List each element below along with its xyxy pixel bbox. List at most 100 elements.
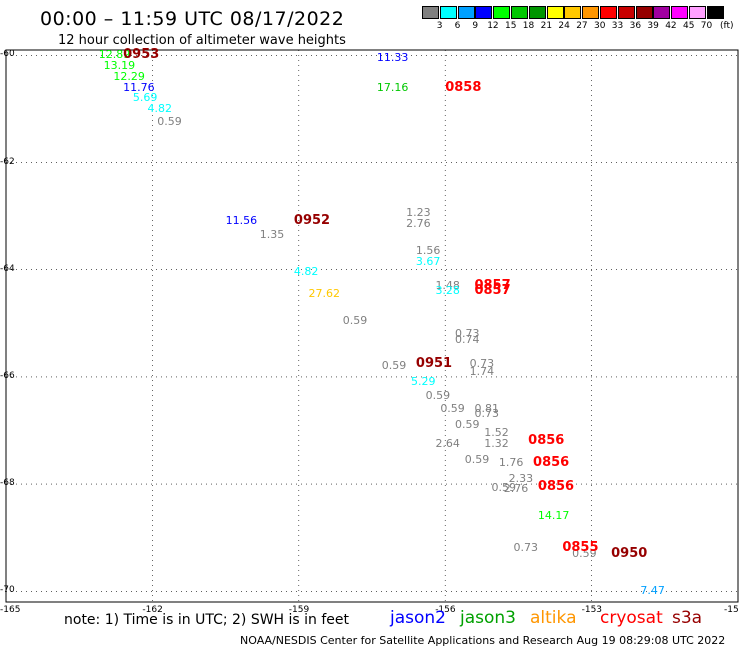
wave-height-label: 5.29 [411, 375, 436, 389]
wave-height-label: 27.62 [308, 286, 341, 300]
lat-tick-label: -64 [0, 263, 15, 274]
legend-swatch [493, 6, 511, 19]
wave-height-label: 0.59 [342, 313, 368, 327]
wave-height-label: 11.33 [376, 51, 409, 65]
wave-height-label: 2.33 [508, 471, 534, 485]
wave-height-label: 2.76 [406, 217, 431, 231]
wave-height-label: 1.74 [469, 364, 495, 378]
pass-time-label: 0953 [123, 47, 160, 63]
lat-tick-label: -70 [0, 585, 15, 596]
legend-label: 21 [540, 21, 553, 31]
credit-line: NOAA/NESDIS Center for Satellite Applica… [240, 634, 726, 647]
lon-tick-label: -156 [435, 605, 456, 615]
wave-height-label: 3.28 [435, 284, 460, 298]
legend-label: 33 [611, 21, 624, 31]
legend-swatch [457, 6, 475, 19]
wave-height-label: 0.59 [440, 402, 465, 416]
legend-label: 39 [647, 21, 659, 31]
plot-frame [5, 49, 739, 603]
wave-height-label: 1.56 [415, 243, 441, 257]
wave-height-label: 13.19 [103, 59, 136, 73]
lat-tick-label: -62 [0, 156, 15, 167]
lon-tick-label: -15 [724, 605, 739, 615]
lon-tick-label: -159 [288, 605, 310, 615]
wave-height-label: 1.48 [435, 278, 460, 292]
wave-height-label: 0.73 [454, 327, 480, 341]
satellite-cryosat: cryosat [600, 608, 663, 628]
legend-swatch [671, 6, 689, 19]
wave-height-label: 3.67 [415, 254, 441, 268]
pass-time-label: 0856 [528, 433, 565, 449]
wave-height-label: 7.47 [640, 584, 665, 598]
legend-label: 27 [576, 21, 588, 31]
pass-time-label: 0856 [537, 478, 575, 494]
legend-label: 70 [700, 21, 713, 31]
pass-time-label: 0951 [415, 355, 453, 371]
legend-unit: (ft) [720, 21, 734, 31]
satellite-jason3: jason3 [460, 608, 516, 628]
wave-height-label: 14.17 [537, 509, 570, 523]
legend-label: 24 [558, 21, 570, 31]
lon-tick-label: -153 [581, 605, 603, 615]
wave-height-label: 0.73 [469, 356, 495, 370]
wave-height-label: 0.59 [464, 452, 490, 466]
legend-label: 6 [454, 21, 461, 31]
legend-label: 45 [683, 21, 695, 31]
wave-height-label: 2.76 [503, 482, 529, 496]
legend-swatch [617, 6, 635, 19]
pass-time-label: 0952 [293, 213, 331, 229]
wave-height-label: 0.59 [491, 481, 517, 495]
wave-height-label: 17.16 [376, 80, 409, 94]
lat-tick-label: -68 [0, 478, 15, 489]
legend-label: 12 [487, 21, 499, 31]
wave-height-label: 5.69 [132, 91, 158, 105]
pass-time-label: 0855 [562, 540, 599, 556]
legend-label: 15 [505, 21, 517, 31]
wave-height-label: 1.35 [259, 227, 285, 241]
wave-height-label: 0.73 [474, 407, 499, 421]
chart-title: 00:00 – 11:59 UTC 08/17/2022 [40, 8, 345, 30]
wave-height-label: 1.52 [484, 426, 509, 440]
lon-tick-label: -162 [142, 605, 163, 615]
legend-swatch [600, 6, 617, 19]
legend-swatch [422, 6, 439, 19]
legend-swatch [528, 6, 546, 19]
wave-height-label: 12.29 [113, 69, 145, 83]
pass-time-label: 0857 [474, 283, 511, 299]
wave-height-label: 0.73 [513, 541, 539, 555]
legend-swatch [635, 6, 653, 19]
legend-label: 30 [594, 21, 606, 31]
legend-label: 36 [629, 21, 642, 31]
wave-height-label: 11.56 [225, 214, 258, 228]
legend-label: 18 [522, 21, 535, 31]
pass-time-label: 0858 [445, 79, 482, 95]
lat-tick-label: -60 [0, 49, 15, 60]
pass-time-label: 0857 [474, 277, 511, 293]
chart-subtitle: 12 hour collection of altimeter wave hei… [58, 33, 346, 48]
wave-height-label: 4.82 [293, 265, 319, 279]
pass-time-label: 0856 [533, 454, 570, 470]
grid-lines [5, 50, 739, 602]
wave-height-label: 1.76 [498, 455, 524, 469]
wave-height-label: 11.76 [123, 80, 155, 94]
satellite-altika: altika [530, 608, 577, 628]
legend-swatch [564, 6, 582, 19]
lat-tick-label: -66 [0, 370, 15, 381]
wave-height-label: 2.64 [435, 436, 460, 450]
wave-height-label: 12.89 [98, 48, 131, 62]
wave-height-label: 4.82 [147, 101, 173, 115]
legend-swatch [511, 6, 528, 19]
satellite-jason2: jason2 [390, 608, 446, 628]
legend-swatch [689, 6, 706, 19]
legend-swatch [546, 6, 564, 19]
wave-height-label: 0.81 [474, 402, 499, 416]
pass-time-label: 0950 [611, 545, 648, 561]
footnote: note: 1) Time is in UTC; 2) SWH is in fe… [64, 612, 350, 628]
legend-swatch [475, 6, 493, 19]
legend-label: 9 [472, 21, 479, 31]
wave-height-label: 0.59 [157, 115, 182, 129]
legend-label: 3 [436, 21, 443, 31]
legend-swatch [653, 6, 671, 19]
wave-height-label: 0.59 [381, 359, 407, 373]
